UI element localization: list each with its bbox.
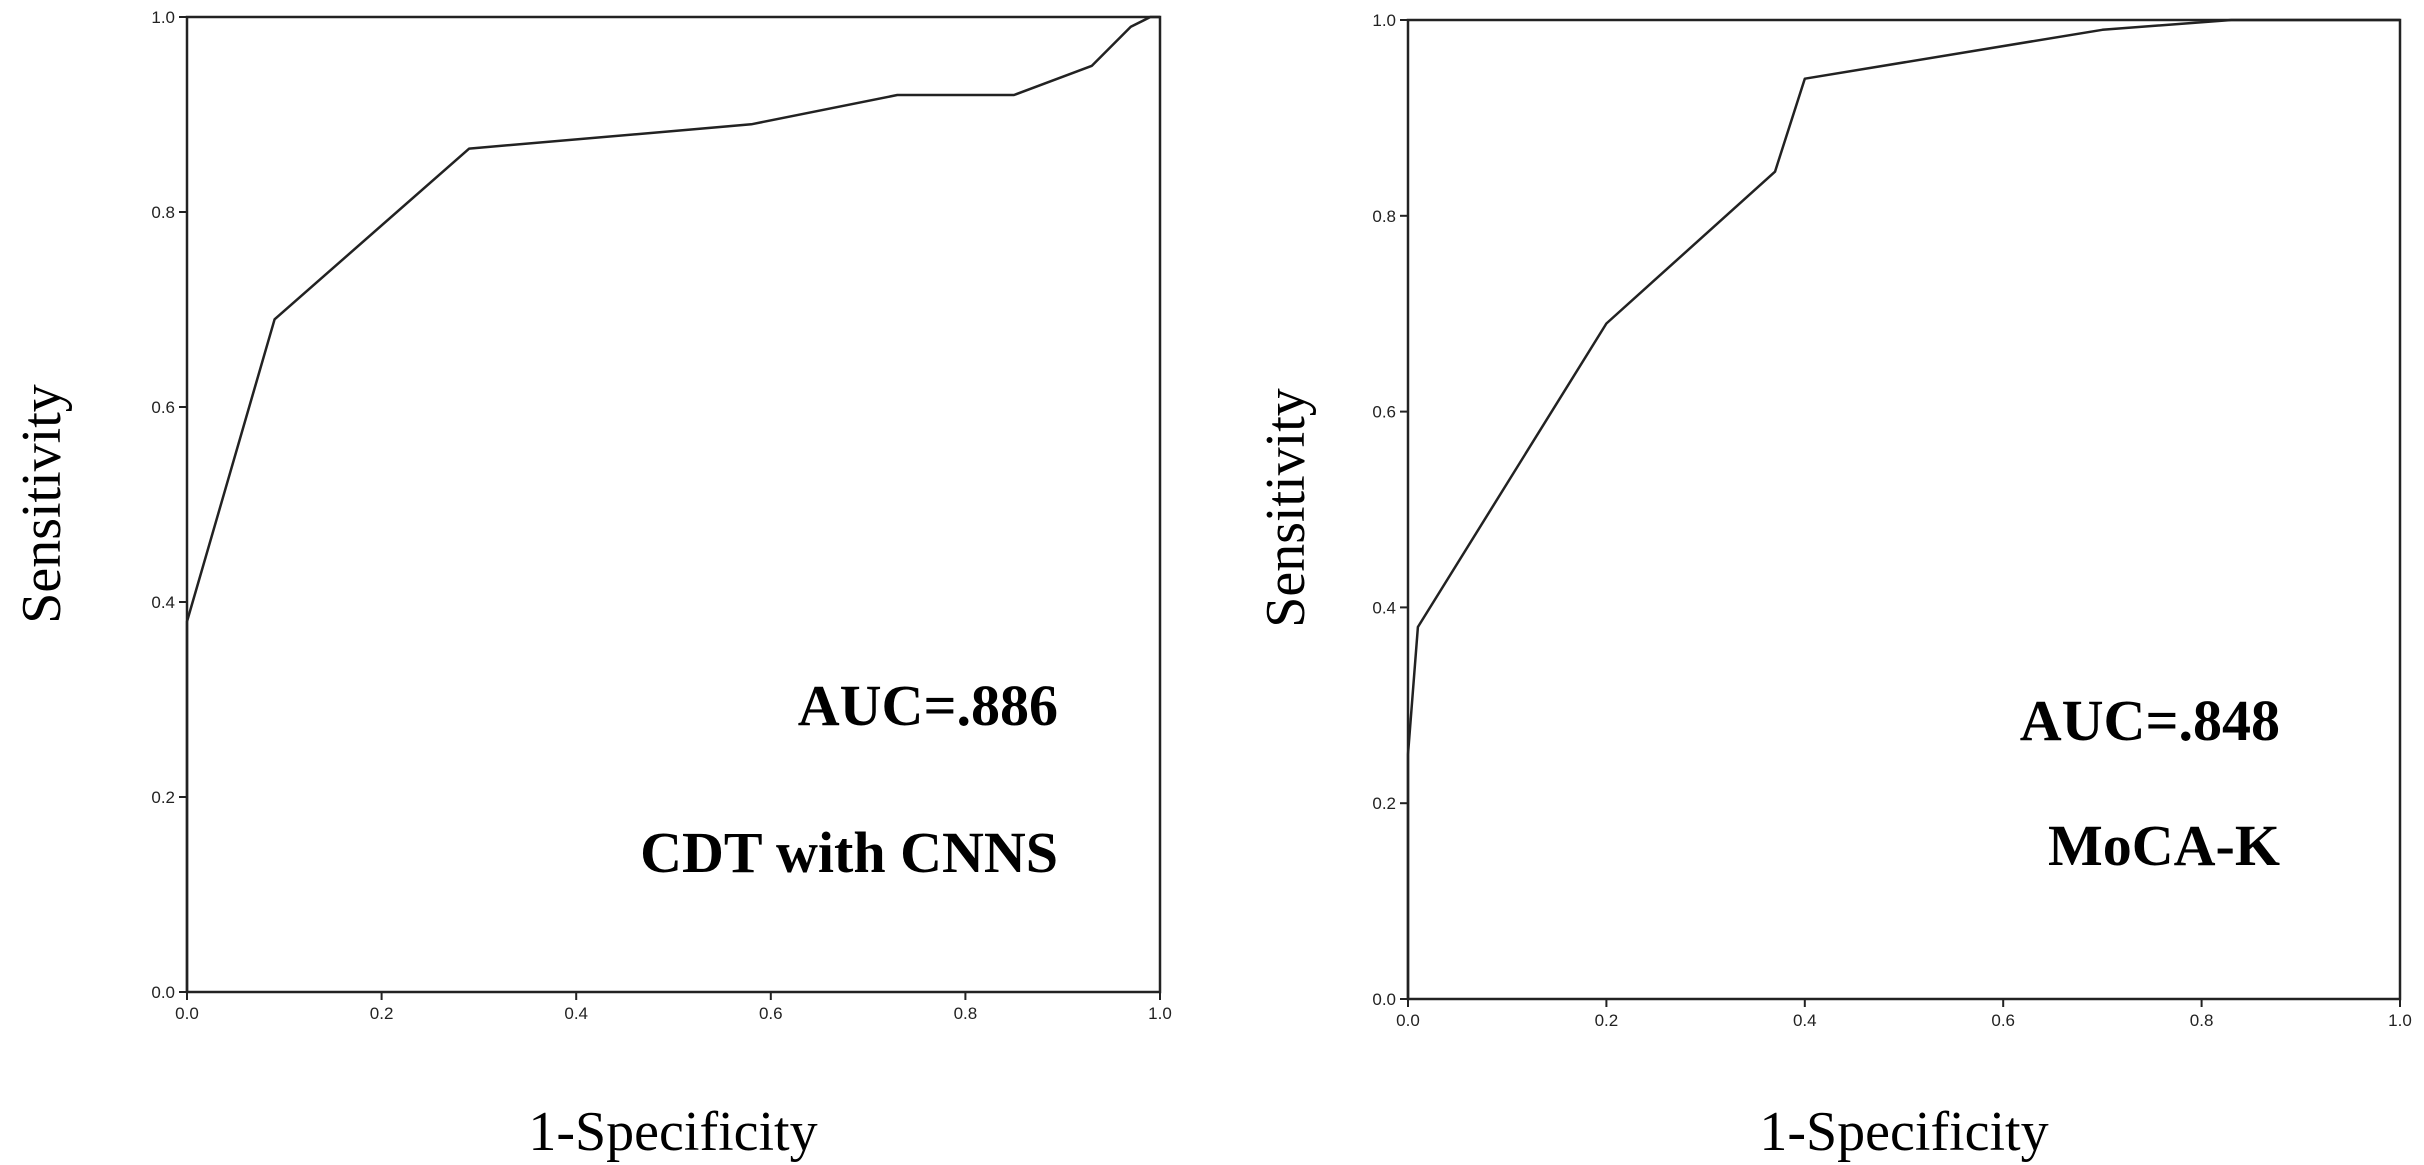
y-tick-label: 0.6 bbox=[1372, 403, 1396, 422]
roc-chart-right: 0.0 0.2 0.4 0.6 0.8 1.0 0.0 0.2 0.4 0.6 0.8 1.0 1-S… bbox=[1255, 11, 2412, 1163]
x-tick-label: 0.2 bbox=[1595, 1011, 1619, 1030]
x-tick-label: 0.6 bbox=[1991, 1011, 2015, 1030]
x-axis-title: 1-Specificity bbox=[528, 1101, 817, 1163]
x-tick-label: 1.0 bbox=[2388, 1011, 2412, 1030]
y-tick-label: 0.0 bbox=[1372, 990, 1396, 1009]
x-axis-title: 1-Specificity bbox=[1759, 1101, 2048, 1163]
model-annotation: MoCA-K bbox=[2048, 813, 2280, 878]
tick-group: 0.0 0.2 0.4 0.6 0.8 1.0 0.0 0.2 0.4 0.6 0.8 1.0 bbox=[1372, 11, 2411, 1030]
y-axis-title: Sensitivity bbox=[1255, 388, 1317, 628]
y-tick-label: 1.0 bbox=[1372, 11, 1396, 30]
auc-annotation: AUC=.848 bbox=[2020, 688, 2280, 753]
x-tick-label: 0.0 bbox=[175, 1004, 199, 1023]
tick-group: 0.0 0.2 0.4 0.6 0.8 1.0 0.0 0.2 0.4 0.6 0.8 1.0 bbox=[151, 8, 1171, 1023]
y-axis-title: Sensitivity bbox=[11, 384, 73, 624]
y-tick-label: 0.4 bbox=[151, 593, 175, 612]
y-tick-label: 0.8 bbox=[151, 203, 175, 222]
y-tick-label: 0.2 bbox=[151, 788, 175, 807]
x-tick-label: 0.4 bbox=[1793, 1011, 1817, 1030]
x-tick-label: 0.2 bbox=[370, 1004, 394, 1023]
x-tick-label: 1.0 bbox=[1148, 1004, 1172, 1023]
plot-frame bbox=[185, 15, 1162, 994]
roc-chart-left: 0.0 0.2 0.4 0.6 0.8 1.0 0.0 0.2 0.4 0.6 0.8 1.0 1-S… bbox=[11, 8, 1172, 1163]
roc-curve bbox=[185, 15, 1160, 992]
x-tick-label: 0.8 bbox=[954, 1004, 978, 1023]
x-tick-label: 0.8 bbox=[2190, 1011, 2214, 1030]
y-tick-label: 1.0 bbox=[151, 8, 175, 27]
model-annotation: CDT with CNNS bbox=[640, 820, 1058, 885]
auc-annotation: AUC=.886 bbox=[798, 673, 1058, 738]
roc-curve bbox=[1406, 18, 2400, 999]
x-tick-label: 0.6 bbox=[759, 1004, 783, 1023]
x-tick-label: 0.4 bbox=[564, 1004, 588, 1023]
y-tick-label: 0.2 bbox=[1372, 794, 1396, 813]
y-tick-label: 0.6 bbox=[151, 398, 175, 417]
y-tick-label: 0.8 bbox=[1372, 207, 1396, 226]
y-tick-label: 0.0 bbox=[151, 983, 175, 1002]
plot-frame bbox=[1406, 18, 2402, 1001]
y-tick-label: 0.4 bbox=[1372, 598, 1396, 617]
x-tick-label: 0.0 bbox=[1396, 1011, 1420, 1030]
